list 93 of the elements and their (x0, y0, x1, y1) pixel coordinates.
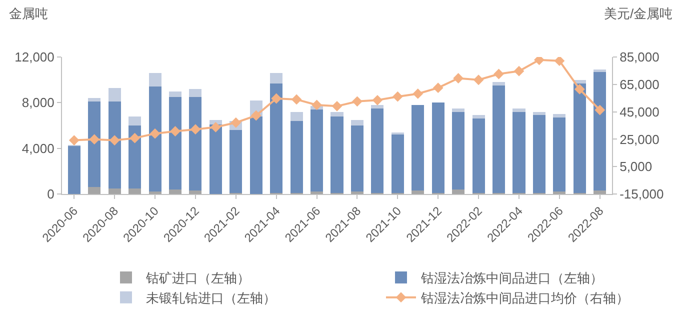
bar (391, 134, 404, 193)
point (271, 93, 282, 104)
point (130, 132, 140, 144)
y-tick-label: 4,000 (22, 140, 54, 156)
bar (310, 110, 324, 192)
bar (209, 124, 222, 194)
bar (108, 88, 121, 102)
point (170, 126, 180, 136)
bar (88, 102, 101, 188)
bar (350, 120, 364, 126)
point (514, 66, 524, 76)
bar (594, 72, 606, 191)
point (392, 91, 403, 102)
bar (371, 108, 384, 193)
y-tick-label: 12,000 (14, 50, 54, 65)
bar (88, 187, 101, 194)
point (473, 74, 484, 86)
y2-tick-label: 65,000 (620, 76, 660, 92)
bar (148, 72, 162, 87)
bar (189, 190, 202, 194)
point (230, 117, 242, 128)
bar (290, 120, 303, 193)
bar (330, 116, 344, 193)
bar (108, 188, 121, 194)
y2-tick-label: 5,000 (620, 159, 652, 174)
point (109, 135, 120, 146)
legend-label: 钴湿法冶炼中间品进口（左轴） (420, 270, 603, 286)
bar (270, 72, 283, 84)
point (594, 104, 606, 116)
bar (128, 116, 142, 126)
bar (472, 118, 485, 193)
point (250, 110, 262, 121)
bar (492, 86, 506, 193)
bar (128, 188, 142, 194)
bar (350, 126, 364, 192)
point (412, 88, 424, 99)
point (190, 124, 201, 135)
y2-tick-label: 85,000 (620, 50, 660, 65)
point (574, 84, 585, 94)
bar (270, 83, 283, 193)
y2-tick-label: 25,000 (620, 132, 660, 147)
point (312, 100, 322, 110)
bar (512, 108, 526, 112)
point (352, 96, 362, 107)
point (210, 122, 221, 132)
bar (168, 96, 182, 190)
y-axis-title: 金属吨 (9, 6, 48, 21)
point (291, 94, 302, 105)
y2-tick-label: -15,000 (620, 186, 664, 202)
bar (452, 112, 465, 190)
legend-label: 未锻轧钴进口（左轴） (146, 290, 276, 306)
bar (594, 190, 606, 194)
bar (432, 102, 444, 193)
bar (412, 104, 424, 191)
bar (452, 108, 465, 112)
bar (68, 146, 80, 194)
bar (492, 82, 506, 86)
point (554, 57, 565, 66)
bar (230, 130, 242, 193)
bar (573, 83, 586, 193)
bar (189, 88, 202, 97)
legend-label: 钴矿进口（左轴） (145, 270, 250, 286)
point (432, 82, 444, 94)
bar (290, 112, 303, 121)
bar (88, 98, 101, 102)
point (150, 128, 160, 139)
bar (250, 116, 262, 194)
bar (553, 118, 566, 192)
point (494, 68, 504, 80)
point (372, 94, 383, 106)
bar (108, 102, 121, 188)
bar (168, 91, 182, 97)
bar (472, 115, 485, 119)
bar (148, 86, 162, 192)
point (68, 135, 80, 146)
bar (512, 112, 526, 193)
bar (330, 112, 344, 116)
point (332, 100, 342, 112)
y2-tick-label: 45,000 (620, 104, 660, 120)
y2-axis-title: 美元/金属吨 (604, 6, 673, 21)
bar (412, 190, 424, 194)
point (453, 73, 464, 84)
bar (168, 189, 182, 194)
bar (128, 126, 142, 188)
y-tick-label: 0 (47, 186, 54, 202)
bar (189, 96, 202, 191)
y-tick-label: 8,000 (22, 95, 54, 110)
bar (553, 114, 566, 118)
bar (371, 104, 384, 108)
legend-label: 钴湿法冶炼中间品进口均价（右轴） (420, 290, 629, 306)
point (89, 134, 100, 145)
bar (452, 189, 465, 194)
bar (532, 115, 546, 193)
